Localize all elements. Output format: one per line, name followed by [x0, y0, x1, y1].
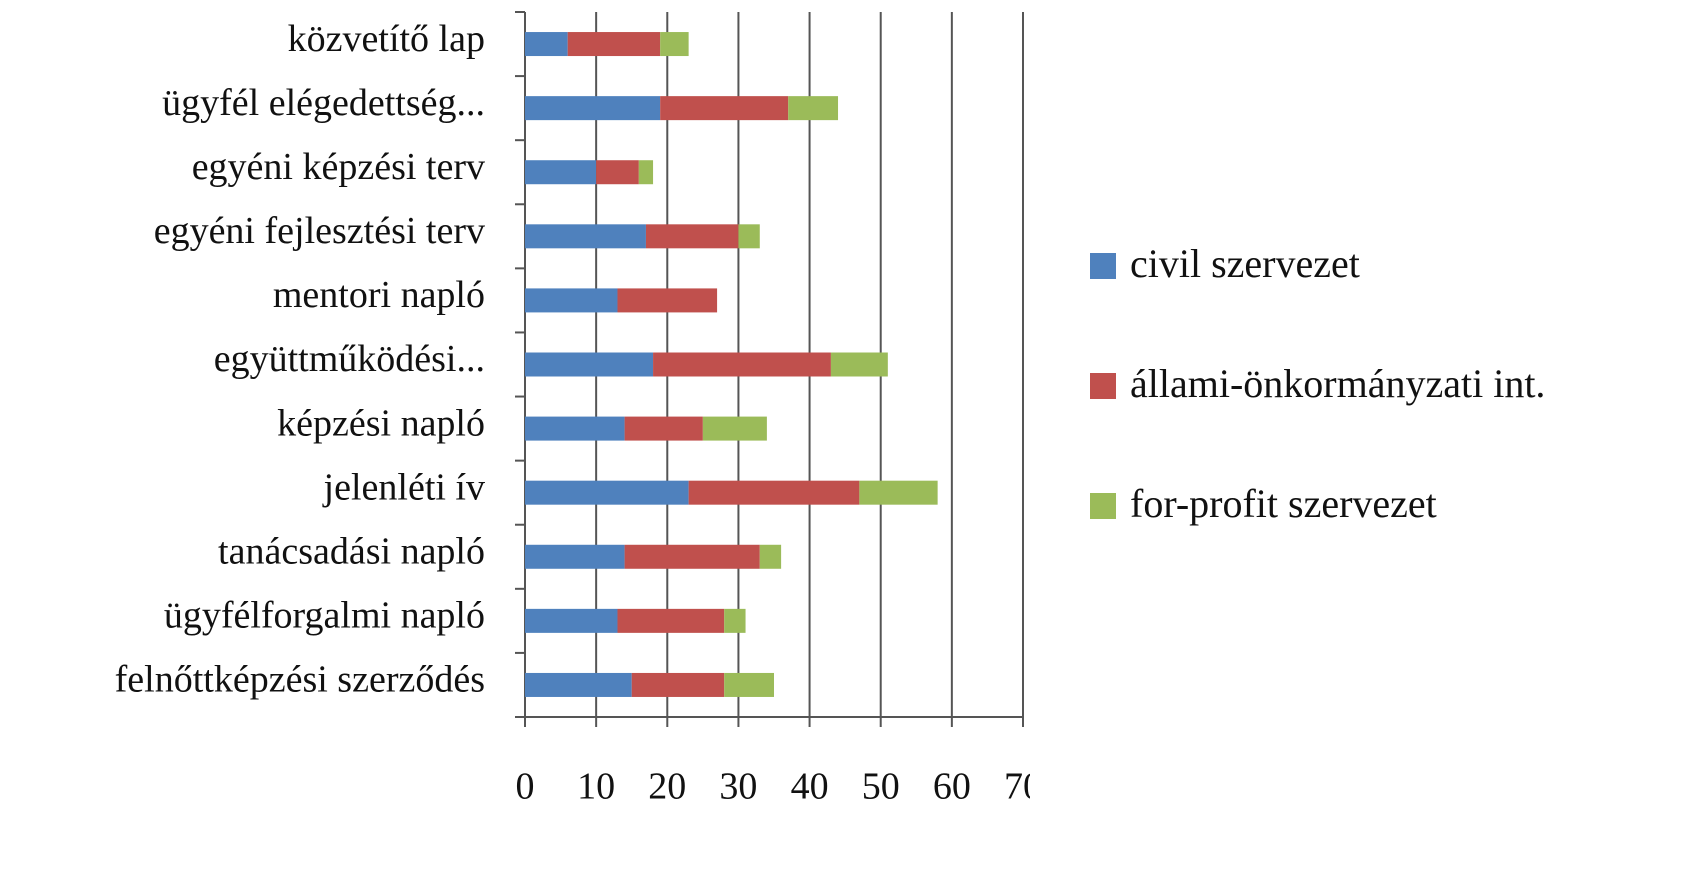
y-tick-label: egyéni képzési terv — [192, 146, 485, 188]
bar-segment — [638, 160, 654, 185]
legend-swatch — [1090, 493, 1116, 519]
bar-segment — [525, 352, 654, 377]
bar-segment — [525, 544, 625, 569]
y-tick-label: közvetítő lap — [288, 18, 485, 60]
bar-segment — [617, 608, 725, 633]
bar-segment — [596, 160, 639, 185]
chart: 0 10 20 30 40 50 60 70 közvetítő lap ügyfél elége… — [115, 11, 1042, 808]
bar-segment — [660, 32, 689, 57]
bar-segment — [660, 96, 789, 121]
x-tick-label: 0 — [516, 766, 535, 808]
legend-swatch — [1090, 253, 1116, 279]
bar-segment — [525, 672, 632, 697]
legend-label: civil szervezet — [1130, 241, 1360, 286]
bar-segment — [525, 608, 618, 633]
bar-segment — [859, 480, 938, 505]
bar-segment — [830, 352, 888, 377]
x-tick-label: 10 — [577, 766, 615, 808]
legend-label: for-profit szervezet — [1130, 481, 1437, 526]
y-tick-label: ügyfélforgalmi napló — [164, 595, 485, 637]
y-tick-label: tanácsadási napló — [218, 530, 485, 572]
x-tick-label: 30 — [719, 766, 757, 808]
x-tick-label: 60 — [933, 766, 971, 808]
bar-segment — [724, 608, 746, 633]
y-tick-label: egyéni fejlesztési terv — [154, 210, 485, 252]
legend-item: civil szervezet — [1090, 235, 1680, 355]
x-tick-label: 70 — [1004, 766, 1030, 808]
bar-segment — [525, 224, 646, 249]
bar-segment — [645, 224, 739, 249]
bar-segment — [525, 416, 625, 441]
bar-segment — [525, 480, 689, 505]
bar-segment — [724, 672, 774, 697]
bar-segment — [688, 480, 860, 505]
x-tick-label: 20 — [648, 766, 686, 808]
bar-segment — [525, 96, 661, 121]
legend-swatch — [1090, 373, 1116, 399]
bar-segment — [525, 160, 597, 185]
bar-segment — [525, 32, 568, 57]
bar-segment — [525, 288, 618, 313]
legend: civil szervezet állami-önkormányzati int.… — [1090, 235, 1680, 595]
y-tick-label: ügyfél elégedettség... — [162, 82, 485, 124]
bar-segment — [631, 672, 725, 697]
x-tick-label: 40 — [791, 766, 829, 808]
bar-segment — [567, 32, 661, 57]
legend-item: for-profit szervezet — [1090, 475, 1680, 595]
legend-item: állami-önkormányzati int. — [1090, 355, 1680, 475]
bar-segment — [738, 224, 760, 249]
y-tick-label: képzési napló — [277, 402, 485, 444]
bar-segment — [759, 544, 782, 569]
y-tick-label: felnőttképzési szerződés — [115, 659, 485, 701]
x-tick-label: 50 — [862, 766, 900, 808]
bar-segment — [788, 96, 839, 121]
bar-segment — [624, 416, 703, 441]
y-tick-label: jelenléti ív — [322, 466, 485, 508]
bar-segment — [617, 288, 718, 313]
legend-label: állami-önkormányzati int. — [1130, 361, 1546, 406]
bar-segment — [624, 544, 760, 569]
y-tick-label: együttműködési... — [214, 338, 485, 380]
y-tick-label: mentori napló — [273, 274, 485, 316]
bar-segment — [702, 416, 767, 441]
bar-segment — [653, 352, 831, 377]
